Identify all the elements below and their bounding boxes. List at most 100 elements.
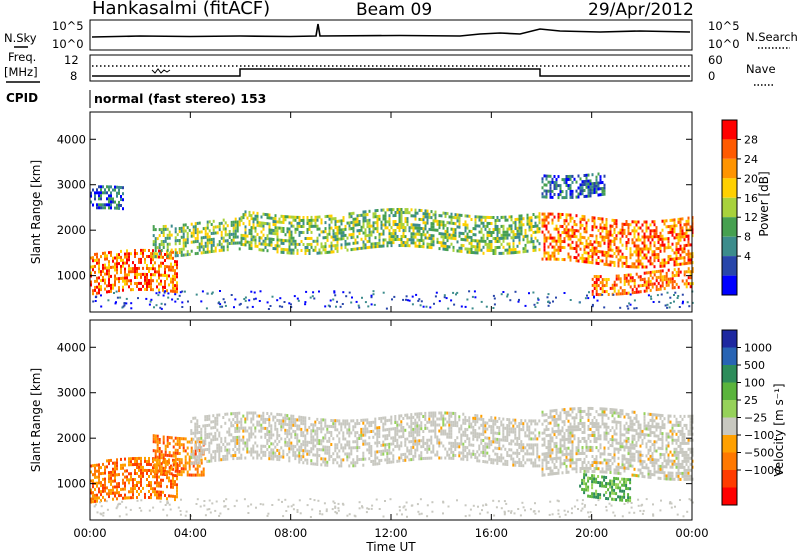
power-echo-cell [659,275,662,279]
power-echo-cell [94,288,96,292]
power-echo-cell [98,258,100,262]
power-echo-cell [296,251,299,255]
velocity-echo-cell [412,442,415,446]
power-echo-cell [98,282,100,286]
power-echo-cell [112,259,114,263]
velocity-echo-cell [430,420,433,424]
velocity-echo-cell [488,457,491,461]
velocity-echo-cell [174,474,176,478]
power-speckle [336,300,338,303]
velocity-echo-cell [474,453,477,456]
power-echo-cell [182,226,185,230]
power-echo-cell [679,220,682,224]
velocity-echo-cell [354,434,357,438]
power-echo-cell [661,284,664,288]
power-echo-cell [440,220,443,224]
power-speckle [420,300,423,303]
velocity-echo-cell [368,442,371,446]
power-echo-cell [418,229,421,233]
power-echo-cell [90,280,92,284]
power-echo-cell [571,180,574,184]
power-echo-cell [190,222,193,226]
power-echo-cell [530,240,533,244]
velocity-echo-cell [208,441,211,445]
power-echo-cell [450,221,453,225]
velocity-echo-cell [432,447,435,451]
power-echo-cell [122,261,124,265]
power-echo-cell [252,220,255,224]
velocity-echo-cell [136,466,138,469]
power-echo-cell [502,230,505,234]
power-speckle [243,298,246,300]
velocity-echo-cell [334,449,337,453]
power-echo-cell [571,246,574,250]
velocity-echo-cell [292,423,295,427]
power-echo-cell [508,233,511,237]
power-echo-cell [448,221,451,225]
power-colorbar-swatch [722,158,737,179]
power-echo-cell [212,240,215,244]
power-echo-cell [428,212,431,216]
power-echo-cell [380,208,383,212]
power-echo-cell [378,217,381,221]
velocity-echo-cell [476,438,479,442]
power-echo-cell [549,236,552,240]
power-echo-cell [458,213,461,217]
velocity-echo-cell [336,461,339,465]
velocity-echo-cell [426,420,429,424]
power-echo-cell [398,214,401,217]
power-echo-cell [108,185,110,189]
power-speckle [145,297,148,300]
power-echo-cell [673,218,676,222]
power-echo-cell [288,248,291,252]
velocity-echo-cell [450,444,453,448]
power-echo-cell [396,208,399,211]
power-echo-cell [280,241,283,245]
power-echo-cell [677,247,680,251]
power-echo-cell [549,254,552,258]
power-echo-cell [290,215,293,219]
power-echo-cell [559,187,562,191]
power-echo-cell [655,256,658,260]
power-echo-cell [504,248,507,252]
power-echo-cell [583,230,586,234]
velocity-echo-cell [150,472,152,476]
power-echo-cell [645,280,648,284]
velocity-echo-cell [344,446,347,450]
velocity-echo-cell [126,478,128,482]
power-echo-cell [376,230,379,233]
velocity-echo-cell [488,418,491,422]
power-echo-cell [316,215,319,219]
velocity-echo-cell [224,421,227,425]
power-echo-cell [480,227,483,231]
power-echo-cell [174,278,176,282]
power-echo-cell [278,244,281,248]
power-echo-cell [571,192,574,196]
power-echo-cell [581,259,584,263]
power-speckle [160,307,163,310]
velocity-echo-cell [476,459,479,463]
velocity-echo-cell [206,415,209,418]
power-echo-cell [308,219,311,222]
velocity-echo-cell [450,411,453,415]
power-echo-cell [142,266,144,270]
velocity-echo-cell [362,439,365,443]
power-echo-cell [689,270,692,274]
power-echo-cell [320,245,323,249]
power-echo-cell [679,235,682,239]
power-echo-cell [631,241,634,245]
velocity-echo-cell [406,422,409,426]
power-echo-cell [422,215,425,219]
power-echo-cell [587,218,590,222]
velocity-echo-cell [338,464,341,468]
velocity-echo-cell [374,441,377,445]
velocity-echo-cell [468,443,471,447]
power-echo-cell [456,219,459,223]
power-echo-cell [122,288,124,292]
power-speckle [547,293,550,296]
power-echo-cell [374,215,377,219]
power-echo-cell [609,224,612,228]
power-echo-cell [174,260,176,264]
power-echo-cell [312,239,315,243]
power-echo-cell [200,245,203,249]
